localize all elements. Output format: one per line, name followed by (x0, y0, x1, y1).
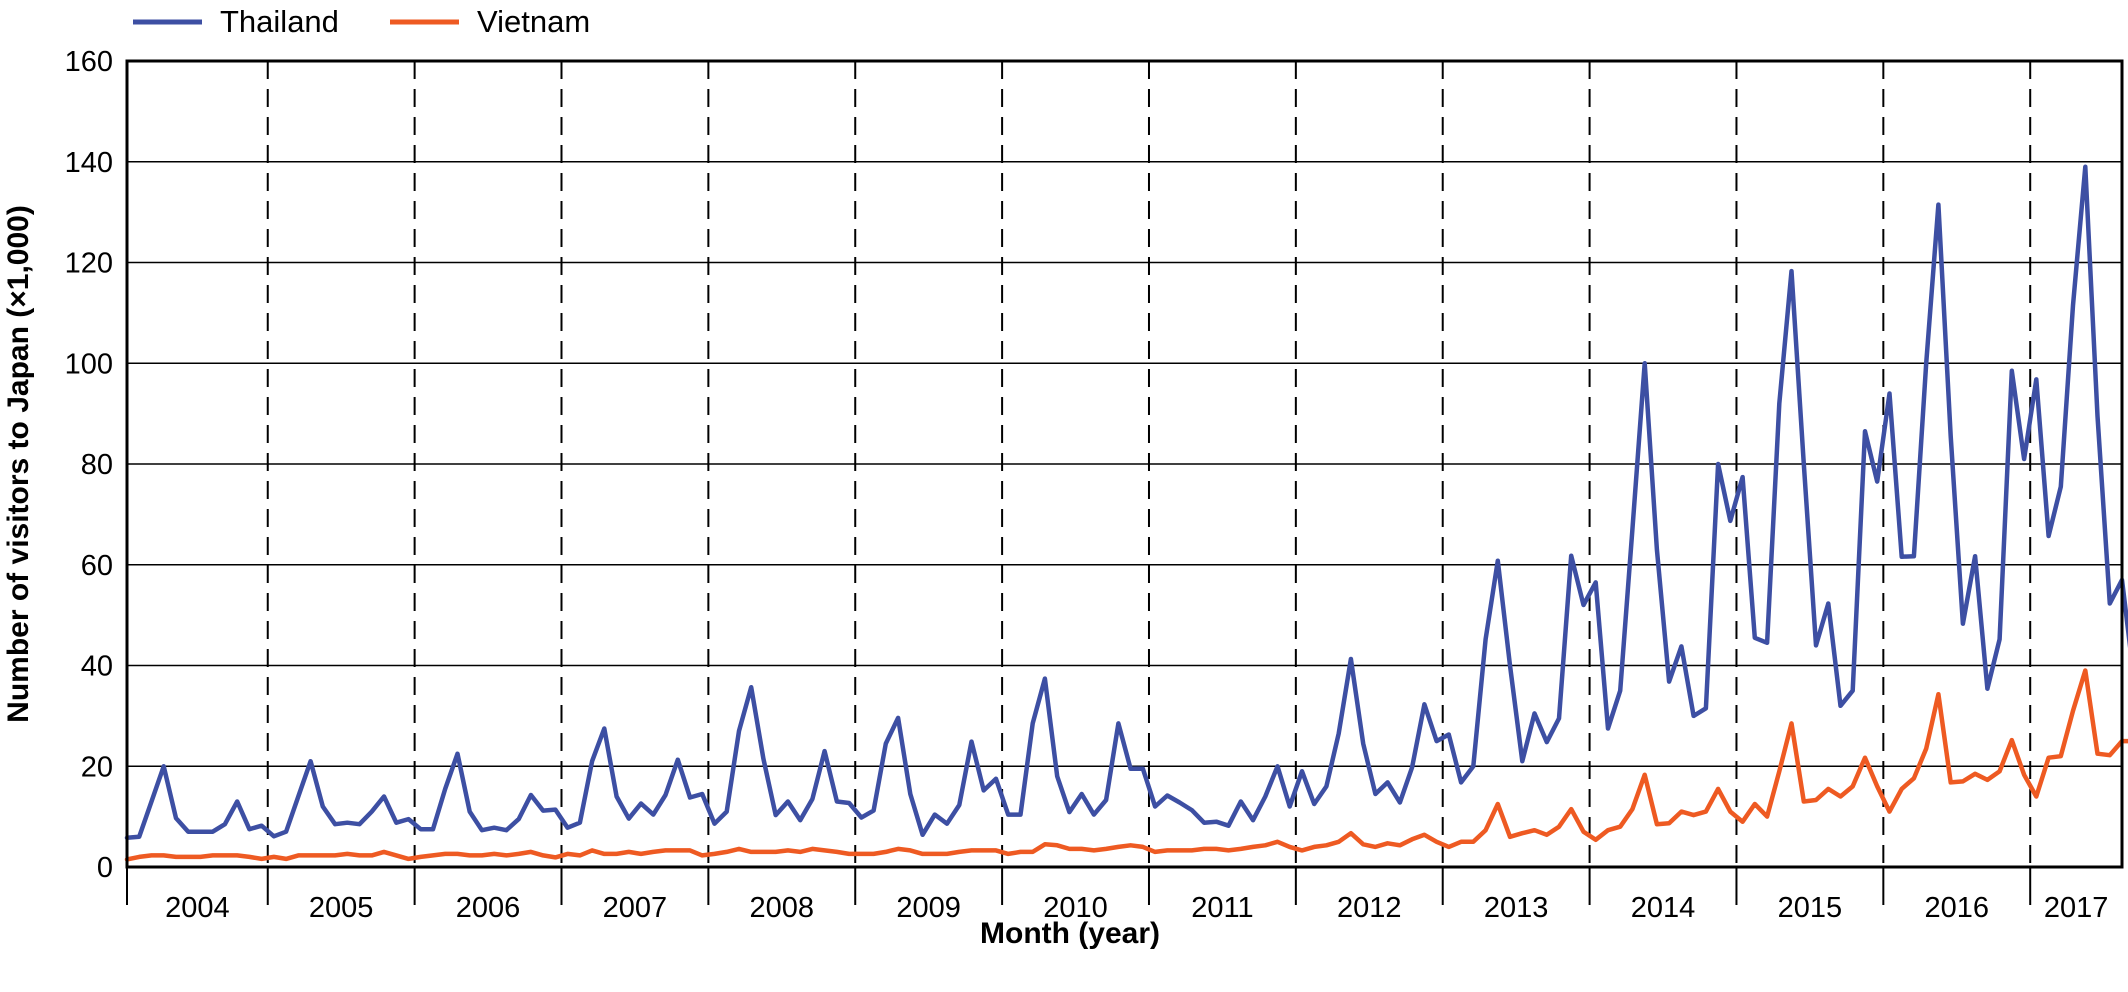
x-tick-label-2015: 2015 (1778, 892, 1843, 924)
y-tick-label: 80 (81, 449, 113, 481)
year-dividers (266, 61, 2032, 867)
legend: Thailand Vietnam (133, 4, 590, 39)
y-tick-label: 160 (65, 46, 113, 78)
x-tick-label-2005: 2005 (309, 892, 374, 924)
x-tick-label-2016: 2016 (1925, 892, 1990, 924)
x-tick-label-2010: 2010 (1043, 892, 1108, 924)
series-line-thailand (124, 164, 2128, 841)
x-tick-label-2007: 2007 (603, 892, 668, 924)
x-tick-label-2012: 2012 (1337, 892, 1402, 924)
y-tick-label: 140 (65, 147, 113, 179)
x-tick-label-2013: 2013 (1484, 892, 1549, 924)
y-tick-label: 100 (65, 348, 113, 380)
gridlines (127, 161, 2122, 767)
y-tick-label: 40 (81, 651, 113, 683)
y-axis: 0 20 40 60 80 100 120 140 160 (65, 46, 113, 884)
x-tick-label-2004: 2004 (165, 892, 230, 924)
y-tick-label: 120 (65, 248, 113, 280)
x-tick-label-2006: 2006 (456, 892, 521, 924)
x-tick-label-2017: 2017 (2044, 892, 2109, 924)
legend-label-vietnam: Vietnam (477, 4, 590, 39)
plot-frame (125, 59, 2124, 869)
y-tick-label: 0 (97, 852, 113, 884)
x-axis-title: Month (year) (980, 917, 1160, 950)
y-tick-label: 20 (81, 751, 113, 783)
series-layer (124, 164, 2128, 862)
y-axis-title: Number of visitors to Japan (×1,000) (2, 205, 35, 723)
x-tick-label-2009: 2009 (896, 892, 961, 924)
x-tick-label-2011: 2011 (1191, 892, 1253, 924)
series-line-vietnam (124, 668, 2128, 862)
legend-label-thailand: Thailand (220, 4, 339, 39)
y-tick-label: 60 (81, 550, 113, 582)
x-axis: 2004 2005 2006 2007 2008 2009 2010 2011 2012 2013… (126, 867, 2109, 924)
x-tick-label-2008: 2008 (750, 892, 815, 924)
x-tick-label-2014: 2014 (1631, 892, 1696, 924)
